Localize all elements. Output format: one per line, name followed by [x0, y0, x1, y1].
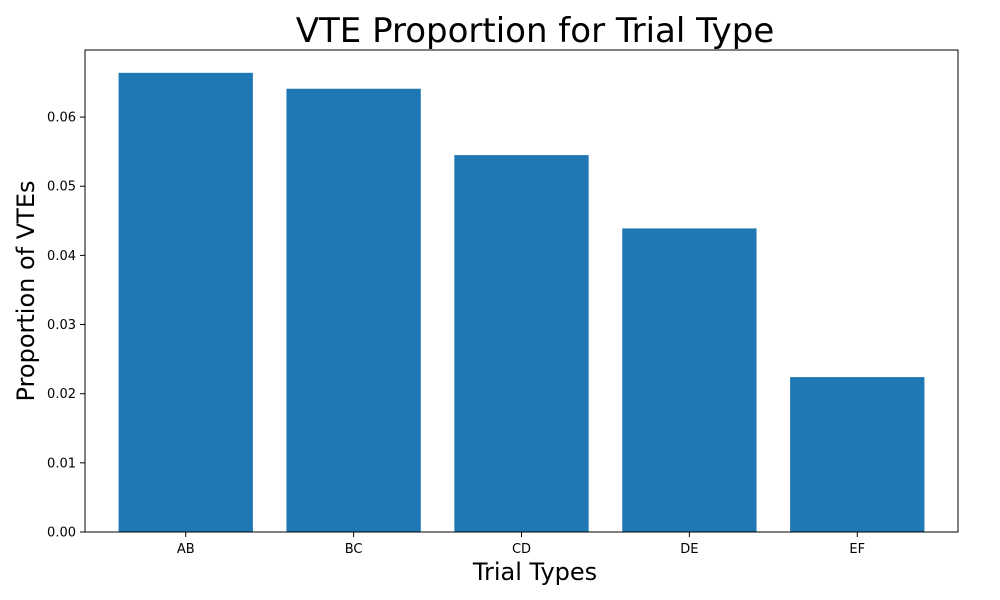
x-tick-label: AB	[177, 542, 195, 557]
x-tick-label: DE	[680, 542, 698, 557]
plot-frame	[84, 49, 959, 533]
x-tick-label: EF	[849, 542, 865, 557]
y-tick-label: 0.06	[47, 111, 76, 126]
y-axis-label: Proportion of VTEs	[12, 181, 40, 402]
y-tick-label: 0.04	[47, 249, 76, 264]
bars-layer	[118, 72, 925, 533]
x-tick-label: BC	[345, 542, 363, 557]
chart-title: VTE Proportion for Trial Type	[296, 11, 775, 51]
x-axis-label: Trial Types	[472, 558, 597, 586]
y-tick-label: 0.01	[47, 456, 76, 471]
y-tick-label: 0.00	[47, 526, 76, 541]
bar-cd	[454, 155, 589, 532]
x-axis: AB BC CD DE EF	[177, 532, 865, 557]
x-tick-label: CD	[512, 542, 531, 557]
y-tick-label: 0.03	[47, 318, 76, 333]
y-axis: 0.00 0.01 0.02 0.03 0.04 0.05 0.06	[47, 111, 85, 541]
y-tick-label: 0.05	[47, 180, 76, 195]
bar-ef	[790, 377, 925, 532]
bar-de	[622, 228, 757, 532]
bar-ab	[118, 72, 253, 532]
bar-bc	[286, 88, 421, 533]
y-tick-label: 0.02	[47, 387, 76, 402]
